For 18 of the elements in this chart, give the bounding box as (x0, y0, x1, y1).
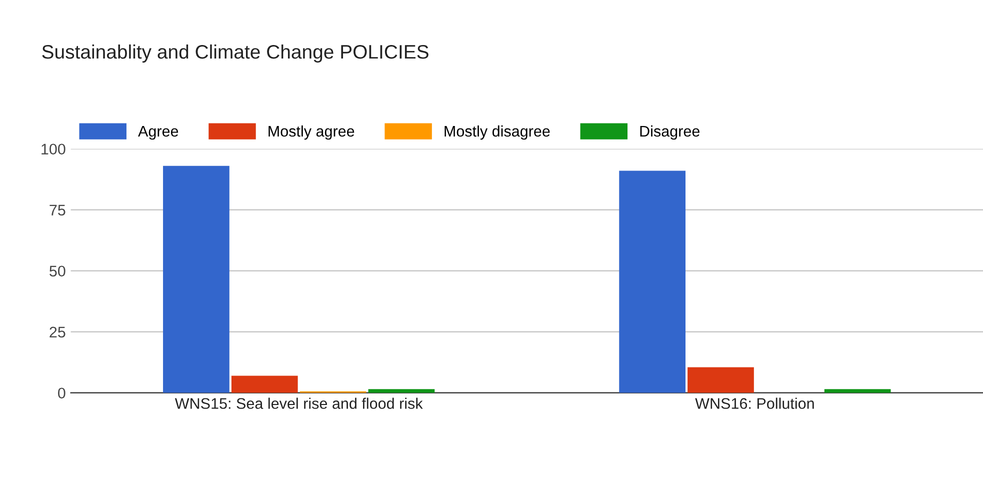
legend-label: Mostly disagree (444, 125, 550, 140)
bar (688, 367, 754, 393)
legend-label: Mostly agree (268, 125, 354, 140)
bar (824, 389, 891, 393)
y-tick-label: 25 (50, 326, 66, 338)
bar (619, 170, 686, 393)
bar (163, 166, 230, 393)
bar (368, 389, 435, 393)
y-tick-label: 0 (58, 388, 66, 399)
legend-label: Disagree (640, 125, 700, 140)
y-tick-label: 75 (50, 204, 66, 216)
chart-title: Sustainablity and Climate Change POLICIES (42, 44, 428, 63)
y-tick-label: 100 (42, 144, 66, 155)
x-tick-label: WNS16: Pollution (695, 398, 814, 409)
y-tick-label: 50 (50, 266, 66, 277)
x-tick-label: WNS15: Sea level rise and flood risk (174, 398, 423, 409)
bar (231, 376, 298, 393)
legend-label: Agree (138, 126, 178, 140)
